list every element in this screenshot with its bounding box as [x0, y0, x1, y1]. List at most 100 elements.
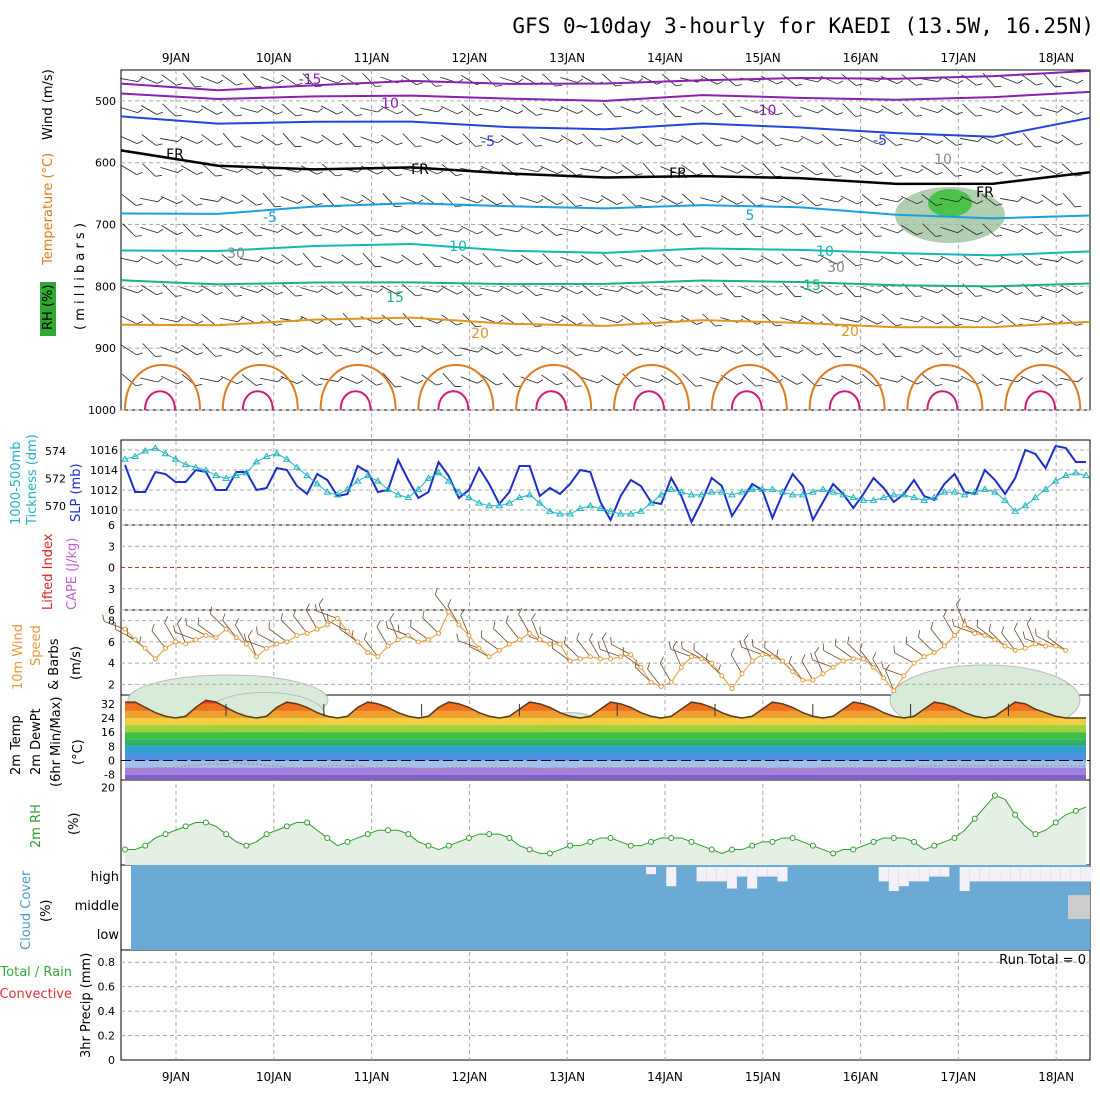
upper-wind-barb: [202, 163, 222, 177]
wind-barb: [247, 630, 257, 657]
upper-wind-barb: [901, 254, 923, 267]
barb-staff: [561, 135, 577, 145]
upper-wind-barb: [261, 285, 283, 295]
upper-wind-barb: [500, 285, 524, 295]
upper-wind-barb: [801, 344, 823, 356]
barb-flag: [475, 113, 483, 116]
barb-staff: [440, 285, 458, 295]
barb-staff: [1060, 76, 1078, 84]
upper-wind-barb: [941, 105, 963, 115]
barb-flag: [956, 260, 964, 265]
upper-wind-barb: [141, 284, 163, 296]
barb-staff: [281, 254, 297, 266]
contour-label: -5: [873, 133, 887, 149]
wind-barb: [1001, 626, 1016, 651]
upper-wind-barb: [800, 257, 824, 263]
upper-wind-barb: [980, 107, 1004, 113]
upper-wind-barb: [180, 286, 204, 294]
barb-staff: [882, 163, 896, 177]
barb-staff: [262, 192, 276, 208]
barb-flag: [557, 138, 564, 143]
wind-barb-staff: [672, 646, 682, 668]
wind-barb-staff: [741, 646, 763, 656]
rh-point: [688, 838, 695, 845]
barb-staff: [381, 163, 397, 177]
barb-staff: [902, 103, 916, 117]
barb-flag: [775, 324, 783, 327]
barb-staff: [1060, 377, 1078, 383]
temp-band: [125, 753, 1086, 761]
barb-flag: [936, 172, 943, 176]
barb-staff: [342, 283, 356, 297]
rh-point: [850, 846, 857, 853]
thickness-marker: [859, 496, 868, 503]
upper-wind-barb: [160, 346, 184, 354]
barb-staff: [241, 374, 257, 386]
upper-air-labels: Temperature (°C) Wind (m/s) RH (%) ( m i…: [40, 69, 88, 336]
upper-wind-barb: [561, 344, 583, 357]
barb-staff: [500, 105, 518, 115]
barb-flag: [757, 289, 764, 294]
barb-staff: [1021, 74, 1037, 86]
barb-flag: [857, 349, 864, 354]
wind-barb: [951, 618, 975, 634]
contour-label: 20: [471, 326, 489, 342]
barb-staff: [880, 255, 898, 265]
barb-staff: [420, 107, 438, 113]
barb-flag: [696, 353, 703, 356]
barb-flag: [136, 172, 143, 176]
wind-barb-flag: [705, 653, 708, 661]
barb-staff: [260, 377, 278, 383]
barb-staff: [821, 104, 837, 116]
wind-barb-staff: [164, 622, 176, 643]
barb-staff: [822, 343, 836, 357]
barb-flag: [674, 115, 682, 118]
barb-flag: [477, 379, 484, 384]
upper-wind-barb: [622, 373, 642, 387]
wind-barb-flag: [872, 652, 877, 660]
upper-wind-barb: [1020, 317, 1043, 323]
barb-staff: [941, 134, 957, 146]
barb-staff: [922, 223, 936, 237]
upper-wind-barb: [120, 135, 144, 145]
upper-wind-barb: [202, 343, 222, 357]
wind-barb: [659, 656, 672, 683]
barb-flag: [475, 145, 482, 147]
upper-wind-barb: [981, 374, 1003, 387]
thickness-marker: [1031, 493, 1040, 501]
barb-staff: [1001, 314, 1017, 326]
barb-flag: [496, 202, 503, 206]
wind-speed-point: [628, 652, 634, 658]
barb-staff: [162, 103, 176, 117]
rh-point: [627, 842, 634, 849]
barb-staff: [601, 224, 617, 236]
wind-speed-point: [355, 639, 361, 645]
barb-flag: [177, 349, 184, 354]
cloud-clear-cell: [1070, 867, 1081, 882]
barb-staff: [582, 133, 596, 147]
barb-flag: [737, 137, 744, 143]
temp-band: [125, 710, 1086, 719]
barb-flag: [717, 198, 724, 203]
barb-staff: [182, 72, 196, 88]
precip-label-c: 3hr Precip (mm): [79, 953, 94, 1058]
precip-tick: 0: [108, 1054, 115, 1067]
upper-wind-barb: [980, 315, 1004, 325]
upper-wind-barb: [880, 226, 904, 234]
upper-wind-barb: [820, 377, 844, 383]
barb-flag: [655, 144, 663, 147]
wind-barb: [597, 642, 621, 658]
upper-wind-barb: [922, 223, 942, 237]
wind-barb-staff: [257, 633, 277, 645]
barb-staff: [740, 135, 758, 145]
upper-wind-barb: [722, 282, 742, 298]
barb-flag: [1057, 139, 1064, 144]
wind-barb: [881, 661, 905, 677]
upper-wind-barb: [161, 225, 183, 236]
barb-staff: [780, 137, 798, 143]
barb-staff: [1020, 196, 1038, 204]
upper-wind-barb: [900, 346, 924, 354]
upper-wind-barb: [720, 195, 743, 205]
upper-wind-barb: [182, 223, 202, 237]
upper-wind-barb: [580, 196, 604, 204]
